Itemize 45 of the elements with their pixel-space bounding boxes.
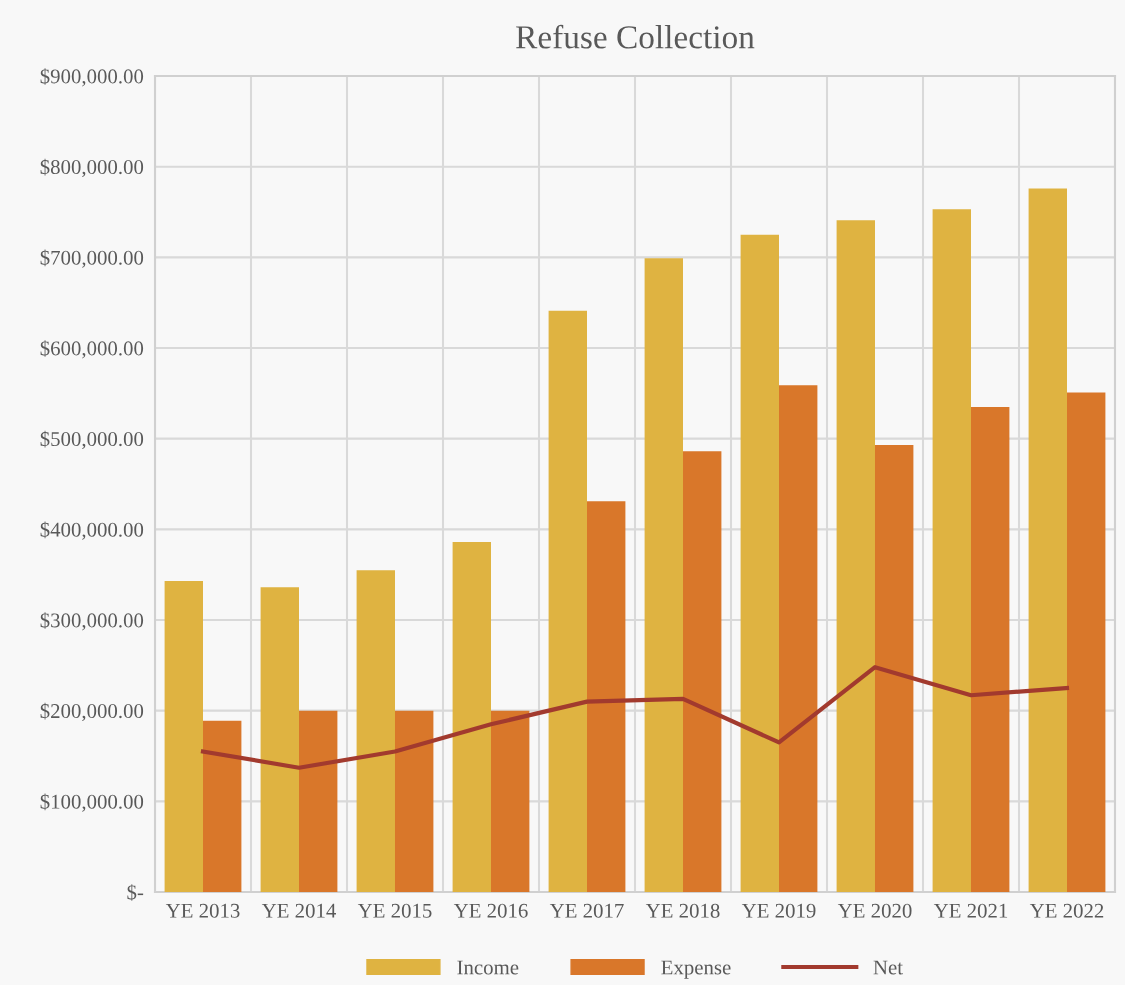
x-tick-label: YE 2021	[933, 903, 1008, 918]
y-tick-label: $600,000.00	[40, 340, 144, 359]
bar	[164, 581, 203, 892]
bar	[779, 385, 818, 892]
y-tick-label: $700,000.00	[40, 249, 144, 268]
x-tick-label: YE 2016	[453, 903, 528, 918]
x-tick-label: YE 2015	[357, 903, 432, 918]
x-tick-label: YE 2017	[549, 903, 624, 918]
bar	[203, 720, 242, 892]
legend-label: Net	[873, 960, 903, 975]
y-tick-label: $300,000.00	[40, 612, 144, 631]
bar	[299, 710, 338, 892]
x-tick-label: YE 2022	[1029, 903, 1104, 918]
bar	[875, 445, 914, 892]
x-tick-label: YE 2018	[645, 903, 720, 918]
bar	[644, 258, 683, 892]
bar	[932, 209, 971, 892]
bar	[683, 451, 722, 892]
bar	[971, 406, 1010, 892]
bar	[356, 570, 395, 892]
legend-label: Income	[457, 960, 519, 975]
y-tick-label: $900,000.00	[40, 68, 144, 87]
bar	[740, 234, 779, 892]
bar	[836, 220, 875, 892]
legend-label: Expense	[661, 960, 731, 979]
x-tick-label: YE 2013	[165, 903, 240, 918]
bar	[1067, 392, 1106, 892]
x-tick-label: YE 2014	[261, 903, 336, 918]
x-tick-label: YE 2020	[837, 903, 912, 918]
y-tick-label: $100,000.00	[40, 793, 144, 812]
y-tick-label: $400,000.00	[40, 521, 144, 540]
bar	[548, 310, 587, 892]
bar	[491, 710, 530, 892]
y-tick-label: $800,000.00	[40, 158, 144, 178]
bar	[452, 542, 491, 892]
line-series	[200, 665, 1070, 770]
y-tick-label: $-	[127, 884, 144, 901]
bar	[260, 587, 299, 892]
chart-title: Refuse Collection	[516, 24, 755, 49]
bar	[395, 710, 434, 892]
x-tick-label: YE 2019	[741, 903, 816, 918]
bar	[587, 501, 626, 892]
y-tick-label: $500,000.00	[40, 430, 144, 450]
bar	[1028, 188, 1067, 892]
y-tick-label: $200,000.00	[40, 702, 144, 722]
